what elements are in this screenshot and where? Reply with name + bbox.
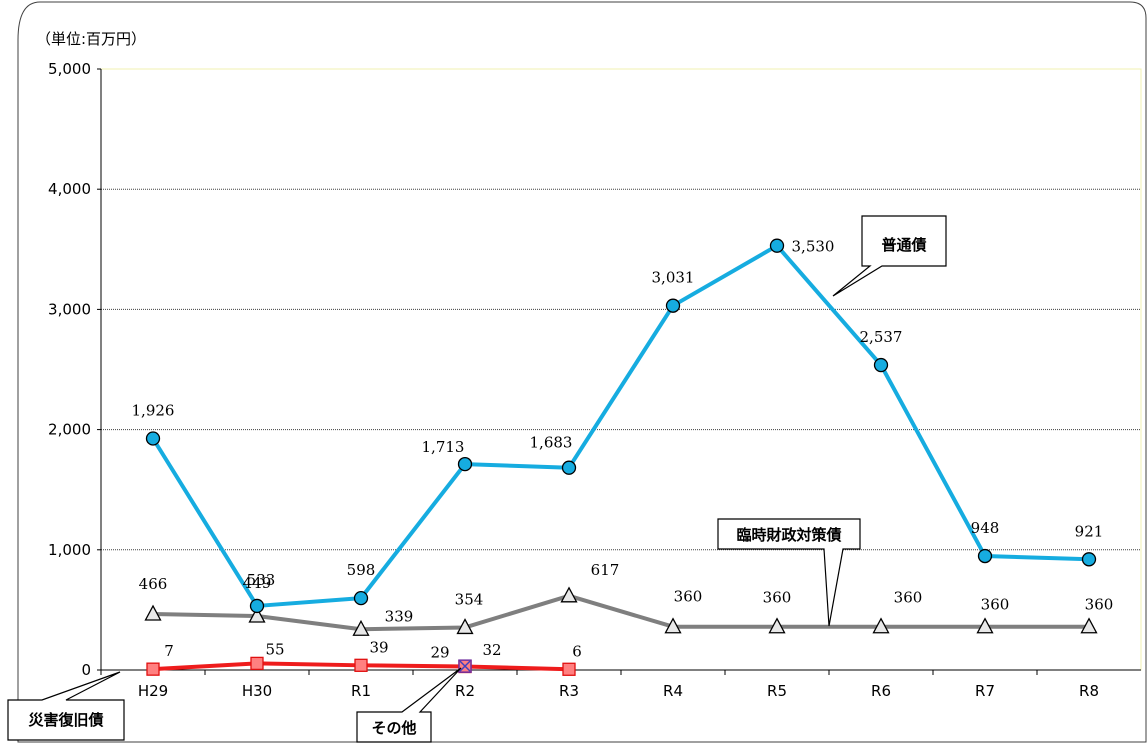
data-point	[561, 460, 577, 475]
data-point-cross	[459, 660, 471, 672]
data-label: 921	[1075, 522, 1104, 540]
data-label: 360	[674, 588, 703, 606]
x-tick-label: R1	[351, 682, 371, 700]
data-label: 3,530	[792, 238, 835, 256]
data-point	[977, 548, 993, 564]
data-label: 360	[894, 589, 923, 607]
data-point	[144, 604, 162, 621]
data-label: 598	[347, 561, 376, 579]
gridlines	[101, 188, 1141, 551]
data-label: 7	[164, 642, 174, 660]
data-point	[250, 656, 264, 671]
data-label: 55	[265, 640, 284, 658]
data-label: 29	[430, 644, 449, 662]
y-tick-label: 3,000	[48, 300, 91, 318]
callout-rinji: 臨時財政対策債	[717, 518, 861, 627]
data-label: 6	[572, 642, 582, 660]
x-tick-label: R8	[1079, 682, 1099, 700]
data-point	[249, 598, 265, 614]
y-tick-label: 5,000	[48, 60, 91, 78]
data-point	[560, 586, 578, 603]
series-line	[151, 243, 1090, 608]
data-point	[665, 298, 681, 313]
data-label: 449	[243, 574, 272, 592]
callout-saigai-label: 災害復旧債	[28, 711, 103, 729]
data-point	[456, 618, 474, 635]
data-point	[1080, 617, 1098, 634]
data-point	[873, 357, 889, 373]
data-point	[976, 617, 994, 634]
callout-sonota-label: その他	[371, 719, 416, 737]
data-label: 533	[247, 571, 276, 589]
x-tick-label: R2	[455, 682, 475, 700]
y-tick-label: 0	[81, 661, 91, 679]
x-tick-label: H29	[138, 682, 168, 700]
data-labels-layer: 1,926 533 598 1,713 1,683 3,031 3,530 2,537 948 9…	[132, 238, 1114, 662]
data-point	[146, 662, 160, 676]
data-label: 2,537	[860, 328, 903, 346]
series-layer	[144, 238, 1098, 676]
callout-futsu-label: 普通債	[881, 236, 926, 254]
callout-rinji-label: 臨時財政対策債	[736, 526, 841, 544]
callout-sonota: その他	[356, 667, 462, 743]
data-point	[353, 590, 369, 606]
data-point	[872, 617, 890, 634]
data-label: 1,926	[132, 401, 175, 419]
data-point	[664, 617, 682, 634]
data-label: 360	[1085, 596, 1114, 614]
callout-saigai: 災害復旧債	[7, 671, 125, 741]
data-label: 1,683	[530, 434, 573, 452]
unit-label: （単位:百万円）	[36, 30, 146, 48]
x-tick-label: H30	[242, 682, 272, 700]
plot-area	[100, 68, 1142, 671]
data-point	[145, 431, 161, 446]
data-point	[354, 658, 368, 672]
data-label: 948	[971, 519, 1000, 537]
data-point	[562, 662, 576, 676]
data-point	[248, 606, 266, 623]
x-tick-label: R7	[975, 682, 995, 700]
y-tick-labels: 0 1,000 2,000 3,000 4,000 5,000	[48, 60, 101, 679]
x-tick-labels: H29 H30 R1 R2 R3 R4 R5 R6 R7 R8	[100, 670, 1099, 700]
data-label: 339	[385, 607, 414, 625]
data-label: 39	[369, 638, 388, 656]
data-point	[769, 238, 785, 253]
data-label: 3,031	[652, 269, 695, 287]
data-label: 360	[981, 596, 1010, 614]
data-label: 1,713	[422, 438, 465, 456]
x-tick-label: R5	[767, 682, 787, 700]
y-tick-label: 4,000	[48, 180, 91, 198]
data-point	[352, 619, 370, 636]
x-tick-label: R4	[663, 682, 683, 700]
data-label: 32	[482, 641, 501, 659]
data-label: 360	[763, 589, 792, 607]
y-tick-label: 2,000	[48, 421, 91, 439]
data-label: 466	[139, 575, 168, 593]
data-point	[1081, 552, 1097, 567]
x-tick-label: R6	[871, 682, 891, 700]
callout-futsu: 普通債	[832, 215, 947, 297]
data-point	[768, 617, 786, 634]
data-point	[457, 456, 473, 472]
series-line	[152, 593, 1089, 632]
y-tick-label: 1,000	[48, 541, 91, 559]
x-tick-label: R3	[559, 682, 579, 700]
data-label: 354	[455, 590, 484, 608]
data-label: 617	[591, 561, 620, 579]
